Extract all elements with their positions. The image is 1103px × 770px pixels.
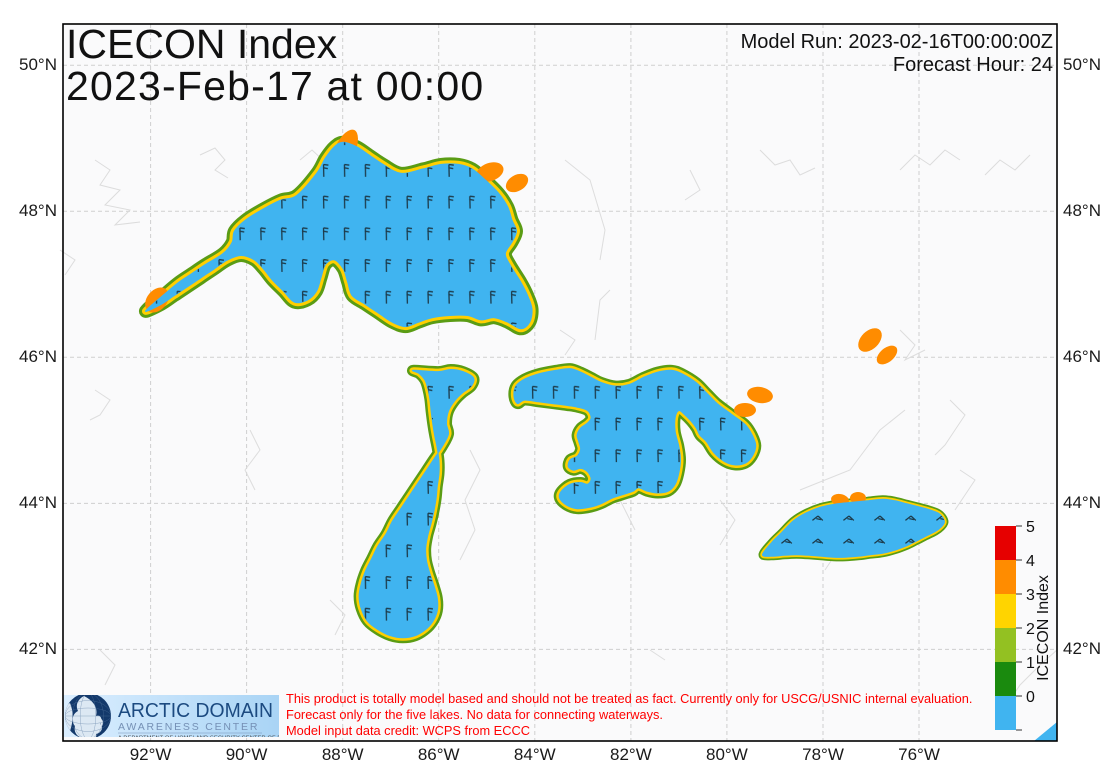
svg-text:AWARENESS CENTER: AWARENESS CENTER bbox=[118, 721, 259, 733]
svg-text:ICECON Index: ICECON Index bbox=[66, 21, 338, 67]
svg-text:42°N: 42°N bbox=[1063, 639, 1101, 658]
svg-text:2: 2 bbox=[1026, 621, 1035, 638]
svg-text:1: 1 bbox=[1026, 655, 1035, 672]
svg-text:This product is totally model: This product is totally model based and … bbox=[286, 691, 972, 706]
svg-text:48°N: 48°N bbox=[1063, 201, 1101, 220]
svg-text:46°N: 46°N bbox=[19, 347, 57, 366]
svg-text:50°N: 50°N bbox=[1063, 55, 1101, 74]
svg-text:82°W: 82°W bbox=[610, 745, 652, 764]
svg-text:ARCTIC DOMAIN: ARCTIC DOMAIN bbox=[118, 700, 273, 722]
svg-text:5: 5 bbox=[1026, 519, 1035, 536]
svg-text:44°N: 44°N bbox=[19, 493, 57, 512]
svg-text:Model input data credit: WCPS: Model input data credit: WCPS from ECCC bbox=[286, 723, 530, 738]
svg-text:90°W: 90°W bbox=[226, 745, 268, 764]
svg-text:84°W: 84°W bbox=[514, 745, 556, 764]
svg-text:42°N: 42°N bbox=[19, 639, 57, 658]
svg-text:Forecast Hour: 24: Forecast Hour: 24 bbox=[893, 54, 1053, 76]
svg-text:4: 4 bbox=[1026, 553, 1035, 570]
svg-text:78°W: 78°W bbox=[802, 745, 844, 764]
svg-text:86°W: 86°W bbox=[418, 745, 460, 764]
svg-text:Model Run: 2023-02-16T00:00:00: Model Run: 2023-02-16T00:00:00Z bbox=[741, 31, 1053, 53]
svg-text:46°N: 46°N bbox=[1063, 347, 1101, 366]
svg-text:50°N: 50°N bbox=[19, 55, 57, 74]
svg-text:48°N: 48°N bbox=[19, 201, 57, 220]
svg-text:92°W: 92°W bbox=[130, 745, 172, 764]
svg-text:80°W: 80°W bbox=[706, 745, 748, 764]
svg-text:2023-Feb-17 at 00:00: 2023-Feb-17 at 00:00 bbox=[66, 63, 484, 109]
svg-text:76°W: 76°W bbox=[898, 745, 940, 764]
svg-text:Forecast only for the five lak: Forecast only for the five lakes. No dat… bbox=[286, 707, 663, 722]
svg-text:88°W: 88°W bbox=[322, 745, 364, 764]
svg-text:44°N: 44°N bbox=[1063, 493, 1101, 512]
svg-text:0: 0 bbox=[1026, 689, 1035, 706]
svg-text:3: 3 bbox=[1026, 587, 1035, 604]
svg-text:ICECON Index: ICECON Index bbox=[1035, 575, 1052, 681]
